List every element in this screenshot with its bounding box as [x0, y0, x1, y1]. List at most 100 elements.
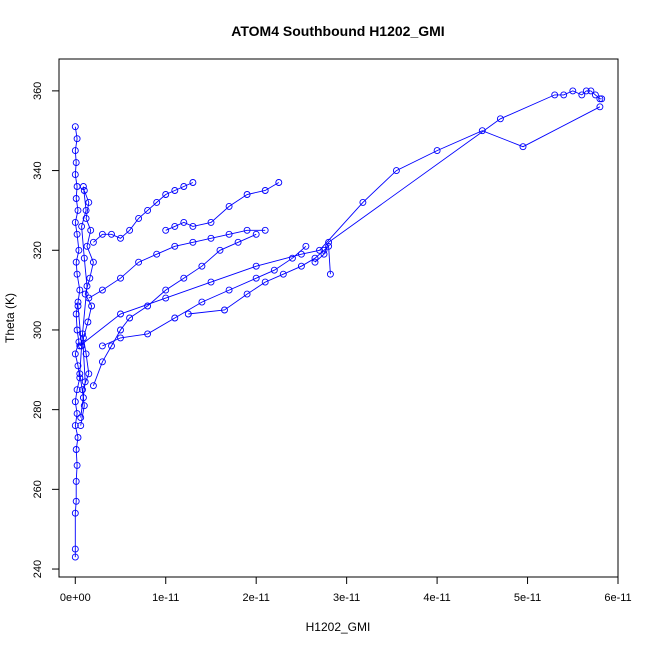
data-point — [73, 270, 81, 278]
y-tick-label: 280 — [32, 400, 44, 418]
y-tick-label: 300 — [32, 321, 44, 339]
data-point — [71, 545, 79, 553]
data-point — [225, 230, 233, 238]
data-point — [496, 115, 504, 123]
series-line — [188, 245, 331, 315]
data-point — [73, 410, 81, 418]
data-point — [252, 230, 260, 238]
data-point — [144, 302, 152, 310]
data-point — [71, 147, 79, 155]
data-point — [85, 198, 93, 206]
data-point — [225, 202, 233, 210]
data-point — [108, 230, 115, 238]
data-point — [73, 230, 81, 238]
data-point — [74, 302, 82, 310]
data-point — [316, 246, 323, 254]
data-point — [478, 127, 486, 135]
series-line — [79, 106, 601, 347]
data-point — [78, 222, 86, 230]
data-point — [297, 250, 305, 258]
data-series — [74, 183, 91, 422]
data-point — [89, 382, 97, 390]
data-point — [117, 334, 124, 342]
data-point — [596, 95, 604, 103]
data-point — [72, 477, 80, 485]
data-series — [71, 123, 84, 561]
data-point — [189, 238, 197, 246]
x-tick-label: 6e-11 — [604, 592, 631, 604]
data-point — [117, 310, 124, 318]
data-point — [83, 282, 91, 290]
data-point — [72, 310, 80, 318]
chart-title: ATOM4 Southbound H1202_GMI — [231, 23, 444, 39]
data-point — [117, 234, 124, 242]
y-axis: 240 260 280 300 320 340 360 — [32, 82, 59, 578]
data-point — [162, 191, 170, 198]
data-point — [560, 91, 568, 99]
data-point — [98, 342, 106, 350]
y-axis-label: Theta (K) — [3, 293, 17, 343]
data-point — [73, 135, 81, 143]
data-point — [162, 226, 170, 234]
data-point — [252, 262, 260, 270]
data-point — [71, 509, 79, 517]
data-point — [76, 342, 84, 350]
data-point — [87, 226, 95, 234]
data-series — [98, 242, 310, 350]
x-tick-label: 0e+00 — [60, 592, 91, 604]
data-point — [117, 274, 124, 282]
data-point — [198, 298, 206, 306]
data-point — [117, 326, 124, 334]
series-line — [74, 126, 81, 558]
data-point — [80, 254, 88, 262]
data-point — [77, 414, 85, 422]
data-series — [184, 242, 334, 318]
data-point — [320, 250, 328, 258]
data-point — [79, 334, 87, 342]
data-point — [84, 318, 92, 326]
data-point — [82, 214, 90, 222]
data-point — [71, 398, 79, 406]
data-point — [162, 286, 170, 294]
data-point — [326, 270, 334, 278]
data-point — [311, 258, 319, 266]
data-point — [171, 222, 179, 230]
series-line — [93, 182, 194, 243]
y-tick-label: 240 — [32, 560, 44, 578]
data-point — [135, 214, 143, 222]
data-point — [288, 254, 296, 262]
data-point — [126, 226, 134, 234]
data-point — [72, 159, 80, 167]
data-point — [126, 314, 134, 322]
data-point — [519, 143, 527, 151]
data-point — [243, 290, 251, 298]
data-point — [252, 274, 260, 282]
data-point — [184, 310, 192, 318]
data-point — [261, 187, 269, 194]
data-point — [311, 254, 319, 262]
data-point — [85, 370, 93, 378]
data-point — [207, 234, 215, 242]
x-tick-label: 5e-11 — [514, 592, 541, 604]
data-point — [82, 206, 90, 214]
data-point — [279, 270, 287, 278]
data-point — [82, 350, 90, 358]
data-point — [71, 218, 79, 226]
data-point — [71, 422, 79, 430]
data-point — [261, 226, 269, 234]
data-point — [189, 179, 197, 186]
data-point — [72, 497, 80, 505]
data-point — [89, 258, 97, 266]
data-point — [72, 195, 80, 202]
data-point — [270, 266, 278, 274]
x-tick-label: 2e-11 — [243, 592, 270, 604]
series-layer — [71, 87, 606, 561]
data-point — [162, 294, 170, 302]
data-point — [78, 342, 86, 350]
data-point — [207, 218, 215, 226]
data-point — [73, 386, 81, 394]
data-point — [596, 103, 604, 111]
data-point — [74, 434, 82, 441]
data-point — [261, 278, 269, 286]
data-point — [221, 306, 228, 314]
